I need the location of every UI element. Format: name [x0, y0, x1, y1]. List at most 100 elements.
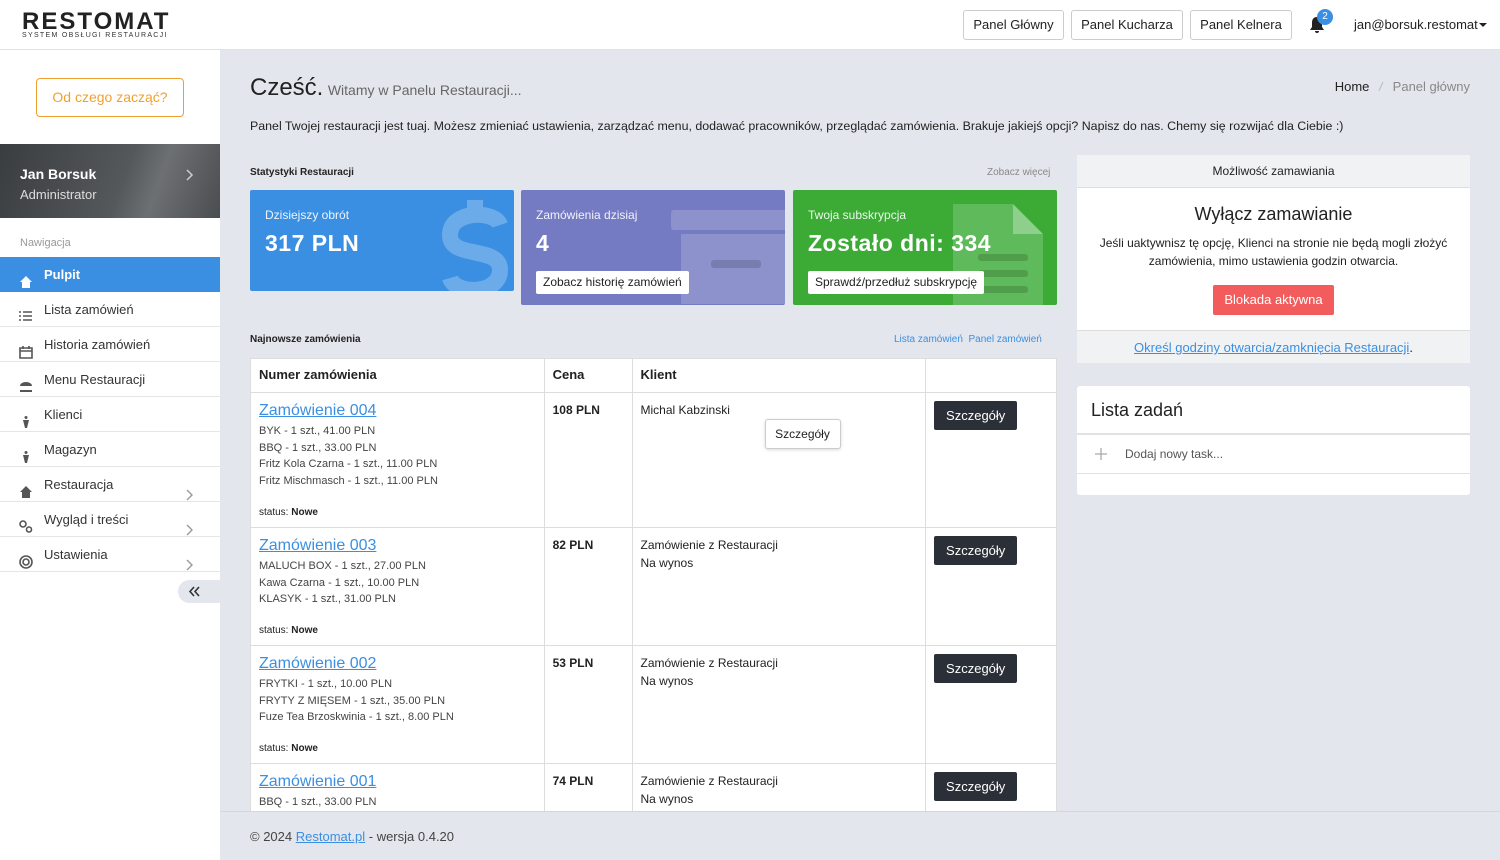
price-cell: 53 PLN: [543, 645, 633, 764]
details-button[interactable]: Szczegóły: [934, 401, 1018, 430]
nav-button[interactable]: Panel Kucharza: [1071, 10, 1183, 40]
start-button[interactable]: Od czego zacząć?: [36, 78, 184, 117]
orders-table: Numer zamówienia Cena Klient Zamówienie …: [250, 358, 1057, 811]
logo-subtitle: SYSTEM OBSŁUGI RESTAURACJI: [22, 32, 168, 39]
order-row: Zamówienie 004 BYK - 1 szt., 41.00 PLN BBQ…: [250, 392, 1057, 528]
client-line: Michal Kabzinski: [640, 403, 730, 417]
column-header: Numer zamówienia: [250, 358, 545, 393]
nav-icon: [19, 547, 33, 569]
card-button[interactable]: Zobacz historię zamówień: [536, 271, 689, 294]
order-item: BBQ - 1 szt., 33.00 PLN: [259, 441, 377, 454]
nav-label: Restauracja: [44, 477, 114, 492]
collapse-icon: [188, 586, 200, 597]
card-label: Dzisiejszy obrót: [265, 208, 350, 222]
panel-header: Możliwość zamawiania: [1077, 155, 1470, 188]
stat-card: Dzisiejszy obrót 317 PLN: [250, 190, 514, 291]
action-cell: Szczegóły: [925, 763, 1057, 811]
hours-link[interactable]: Określ godziny otwarcia/zamknięcia Resta…: [1134, 340, 1410, 355]
footer-link[interactable]: Restomat.pl: [295, 829, 366, 844]
nav-icon: [19, 302, 33, 321]
order-row: Zamówienie 002 FRYTKI - 1 szt., 10.00 PLN…: [250, 645, 1057, 764]
client-line: Zamówienie z Restauracji: [640, 538, 778, 552]
caret: [1478, 23, 1487, 27]
nav-item[interactable]: Magazyn: [0, 432, 220, 467]
ordering-panel: Możliwość zamawiania Wyłącz zamawianie J…: [1077, 155, 1470, 363]
orders-link[interactable]: Lista zamówień: [894, 334, 963, 345]
order-status: status: Nowe: [259, 743, 318, 754]
order-item: FRYTY Z MIĘSEM - 1 szt., 35.00 PLN: [259, 694, 446, 707]
more-link[interactable]: Zobacz więcej: [987, 167, 1051, 178]
column-header: Klient: [631, 358, 927, 393]
nav-button[interactable]: Panel Kelnera: [1190, 10, 1292, 40]
order-status: status: Nowe: [259, 507, 318, 518]
breadcrumb-item: Panel główny: [1392, 79, 1470, 94]
details-button[interactable]: Szczegóły: [934, 536, 1018, 565]
page-title: Cześć.: [250, 74, 324, 101]
page-heading: Cześć. Witamy w Panelu Restauracji...: [250, 74, 522, 102]
nav-item[interactable]: Pulpit: [0, 257, 220, 292]
copyright: © 2024: [250, 829, 293, 844]
nav-label: Klienci: [44, 407, 83, 422]
collapse-button[interactable]: [178, 580, 220, 603]
details-button[interactable]: Szczegóły: [934, 772, 1018, 801]
order-item: MALUCH BOX - 1 szt., 27.00 PLN: [259, 560, 426, 572]
nav-item[interactable]: Ustawienia: [0, 537, 220, 572]
section-heading: Najnowsze zamówienia: [250, 334, 361, 345]
card-value: 4: [536, 230, 550, 256]
nav-item[interactable]: Wygląd i treści: [0, 502, 220, 537]
order-cell: Zamówienie 001 BBQ - 1 szt., 33.00 PLN: [250, 763, 545, 811]
chevron: [186, 549, 194, 571]
user-block[interactable]: Jan Borsuk Administrator: [0, 144, 220, 218]
order-item: Fuze Tea Brzoskwinia - 1 szt., 8.00 PLN: [259, 711, 454, 724]
order-price: 108 PLN: [552, 403, 600, 417]
order-number[interactable]: Zamówienie 002: [259, 655, 377, 672]
logo[interactable]: RESTOMAT: [22, 8, 171, 35]
nav-button[interactable]: Panel Główny: [963, 10, 1064, 40]
order-number[interactable]: Zamówienie 004: [259, 402, 377, 419]
card-button[interactable]: Sprawdź/przedłuż subskrypcję: [808, 271, 985, 294]
stat-card: Twoja subskrypcja Zostało dni: 334 Sprawdź…: [793, 190, 1057, 305]
nav-item[interactable]: Historia zamówień: [0, 327, 220, 362]
status-value: Nowe: [291, 743, 318, 754]
breadcrumb-item[interactable]: Home: [1334, 79, 1370, 94]
order-cell: Zamówienie 004 BYK - 1 szt., 41.00 PLN BBQ…: [250, 392, 545, 528]
nav-item[interactable]: Restauracja: [0, 467, 220, 502]
nav-item[interactable]: Menu Restauracji: [0, 362, 220, 397]
breadcrumb: Home Panel główny: [1335, 79, 1470, 94]
details-button[interactable]: Szczegóły: [934, 654, 1018, 683]
nav-item[interactable]: Lista zamówień: [0, 292, 220, 327]
orders-link[interactable]: Panel zamówień: [968, 334, 1042, 345]
block-button[interactable]: Blokada aktywna: [1213, 285, 1334, 315]
status-label: status:: [259, 625, 289, 636]
status-label: status:: [259, 743, 289, 754]
order-number[interactable]: Zamówienie 003: [259, 537, 377, 554]
status-value: Nowe: [291, 625, 318, 636]
order-number[interactable]: Zamówienie 001: [259, 773, 377, 790]
column-header: Cena: [543, 358, 633, 393]
user-email[interactable]: jan@borsuk.restomat: [1354, 17, 1478, 32]
client-cell: Zamówienie z Restauracji Na wynos: [631, 763, 927, 811]
tasks-panel: Lista zadań Dodaj nowy task...: [1077, 386, 1470, 495]
version: - wersja 0.4.20: [368, 829, 455, 844]
nav-icon: [19, 407, 33, 428]
notification-badge[interactable]: 2: [1317, 9, 1333, 25]
order-row: Zamówienie 003 MALUCH BOX - 1 szt., 27.00…: [250, 527, 1057, 646]
nav-label: Nawigacja: [20, 237, 71, 249]
order-price: 53 PLN: [552, 656, 594, 670]
sidebar: Od czego zacząć? Jan Borsuk Administrato…: [0, 50, 220, 860]
nav-icon: [19, 512, 33, 533]
client-line: Zamówienie z Restauracji: [640, 774, 778, 788]
nav-label: Wygląd i treści: [44, 512, 129, 527]
user-menu[interactable]: jan@borsuk.restomat: [1354, 17, 1488, 32]
card-decoration: [415, 190, 514, 291]
main-content: Cześć. Witamy w Panelu Restauracji... Ho…: [220, 50, 1500, 811]
nav-item[interactable]: Klienci: [0, 397, 220, 432]
order-cell: Zamówienie 002 FRYTKI - 1 szt., 10.00 PLN…: [250, 645, 545, 764]
footer: © 2024 Restomat.pl - wersja 0.4.20: [220, 811, 1500, 860]
top-bar: RESTOMAT SYSTEM OBSŁUGI RESTAURACJI Pane…: [0, 0, 1500, 50]
task-placeholder: Dodaj nowy task...: [1125, 447, 1224, 461]
nav-label: Menu Restauracji: [44, 372, 146, 387]
details-popup-button[interactable]: Szczegóły: [764, 419, 841, 449]
nav-icon: [19, 372, 33, 392]
task-input[interactable]: Dodaj nowy task...: [1077, 433, 1470, 474]
